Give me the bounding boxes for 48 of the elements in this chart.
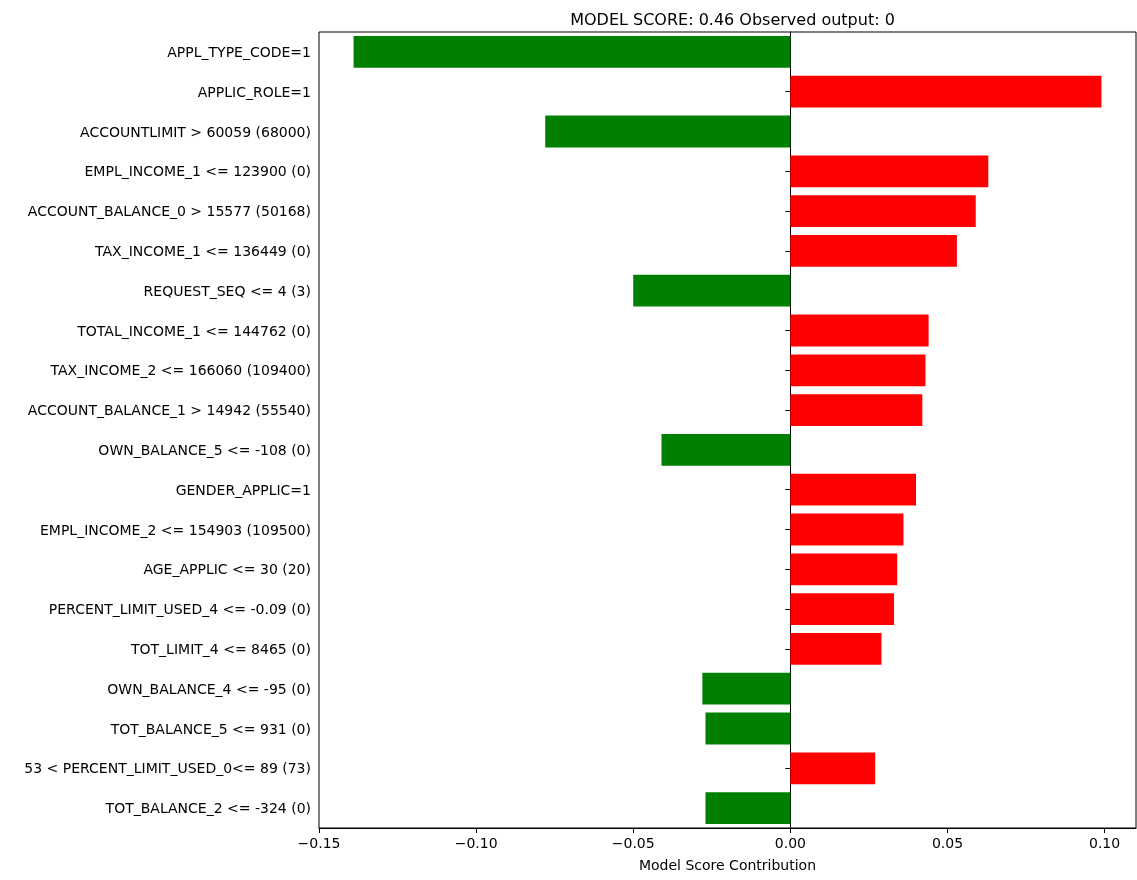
bar (790, 553, 898, 586)
x-tick-label: −0.10 (454, 835, 498, 851)
bar (545, 115, 791, 148)
y-tick-label: TAX_INCOME_1 <= 136449 (0) (94, 242, 311, 259)
y-tick-label: TOTAL_INCOME_1 <= 144762 (0) (76, 322, 311, 339)
bar (661, 433, 791, 466)
y-tick-label: TAX_INCOME_2 <= 166060 (109400) (49, 362, 311, 379)
y-tick-label: APPLIC_ROLE=1 (197, 83, 311, 100)
y-tick-label: TOT_BALANCE_2 <= -324 (0) (104, 800, 311, 817)
y-tick-label: APPL_TYPE_CODE=1 (167, 43, 311, 60)
bar (790, 234, 957, 267)
bar (790, 632, 882, 665)
bar (353, 35, 791, 68)
bar (633, 274, 791, 307)
y-tick-label: AGE_APPLIC <= 30 (20) (143, 561, 311, 578)
chart-title: MODEL SCORE: 0.46 Observed output: 0 (570, 9, 895, 29)
bar (790, 394, 923, 427)
bar (790, 513, 904, 546)
y-tick-label: TOT_LIMIT_4 <= 8465 (0) (130, 640, 311, 657)
x-axis-title: Model Score Contribution (638, 857, 817, 873)
x-tick-label: −0.15 (297, 835, 341, 851)
bar (702, 672, 791, 705)
y-tick-label: TOT_BALANCE_5 <= 931 (0) (109, 720, 311, 737)
x-tick-label: 0.05 (931, 835, 964, 851)
x-tick-label: −0.05 (611, 835, 655, 851)
y-tick-label: REQUEST_SEQ <= 4 (3) (143, 282, 311, 299)
y-tick-label: ACCOUNT_BALANCE_1 > 14942 (55540) (27, 402, 311, 419)
bar (790, 593, 895, 626)
bar (705, 712, 791, 745)
y-tick-label: GENDER_APPLIC=1 (175, 481, 311, 498)
y-tick-label: ACCOUNTLIMIT > 60059 (68000) (80, 123, 311, 140)
bar (790, 473, 917, 506)
y-tick-label: OWN_BALANCE_5 <= -108 (0) (98, 441, 311, 458)
x-tick-label: 0.00 (774, 835, 806, 851)
y-tick-label: EMPL_INCOME_1 <= 123900 (0) (84, 163, 311, 180)
bar (790, 752, 876, 785)
bar (705, 792, 791, 825)
bar (790, 195, 976, 228)
bar (790, 75, 1102, 108)
x-tick-label: 0.10 (1088, 835, 1121, 851)
y-tick-label: OWN_BALANCE_4 <= -95 (0) (107, 680, 311, 697)
y-tick-label: 53 < PERCENT_LIMIT_USED_0<= 89 (73) (24, 760, 311, 777)
y-tick-label: ACCOUNT_BALANCE_0 > 15577 (50168) (27, 203, 311, 220)
bar (790, 155, 989, 188)
y-tick-label: EMPL_INCOME_2 <= 154903 (109500) (39, 521, 311, 538)
bar (790, 314, 929, 347)
y-tick-label: PERCENT_LIMIT_USED_4 <= -0.09 (0) (48, 601, 311, 618)
bar (790, 354, 926, 387)
